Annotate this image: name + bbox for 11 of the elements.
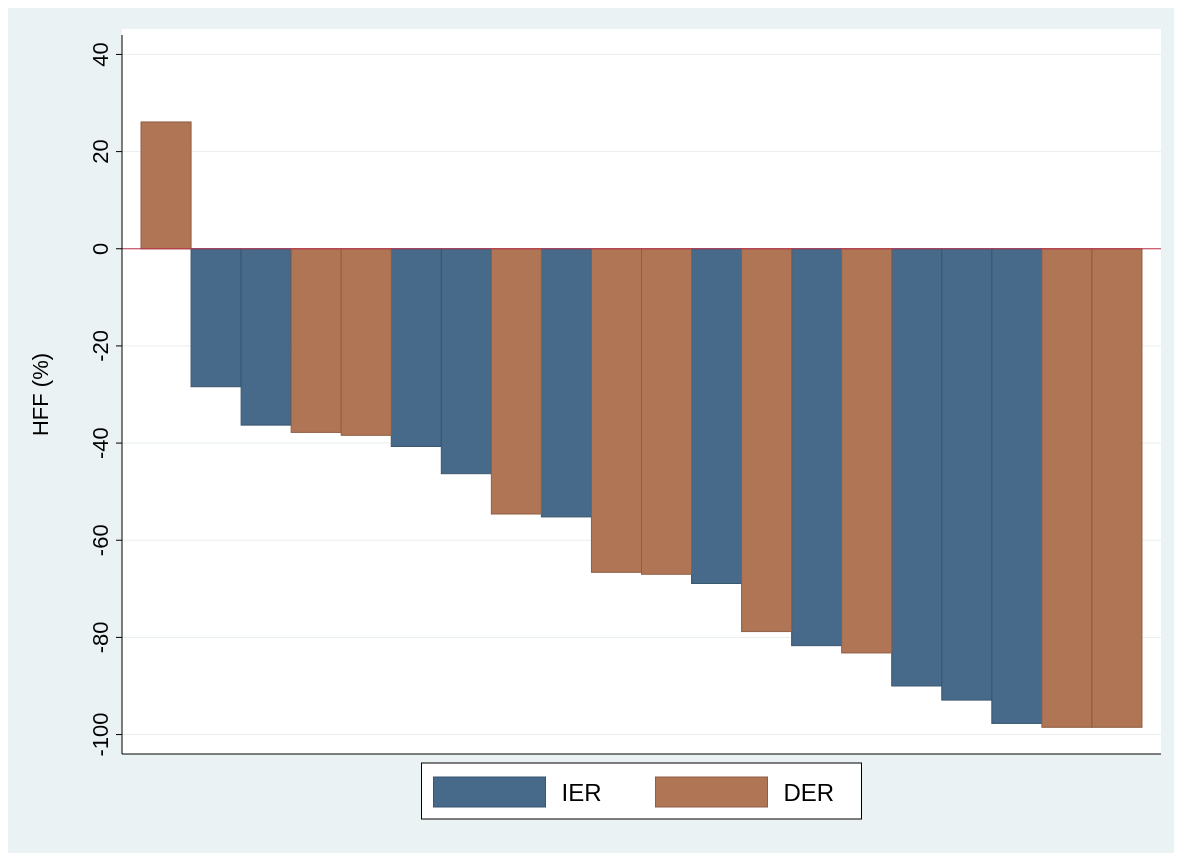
y-tick-label: 0 xyxy=(88,242,113,255)
y-tick-label: -60 xyxy=(88,524,113,557)
y-tick-label: -20 xyxy=(88,330,113,362)
y-tick-label: -80 xyxy=(88,621,113,654)
y-axis-title: HFF (%) xyxy=(28,352,53,437)
legend-label: IER xyxy=(561,779,602,806)
y-tick-label: 40 xyxy=(88,42,113,67)
y-tick-label: -40 xyxy=(88,427,113,459)
y-tick-label: -100 xyxy=(88,712,113,757)
y-tick-label: 20 xyxy=(88,139,113,164)
legend-label: DER xyxy=(783,779,835,806)
